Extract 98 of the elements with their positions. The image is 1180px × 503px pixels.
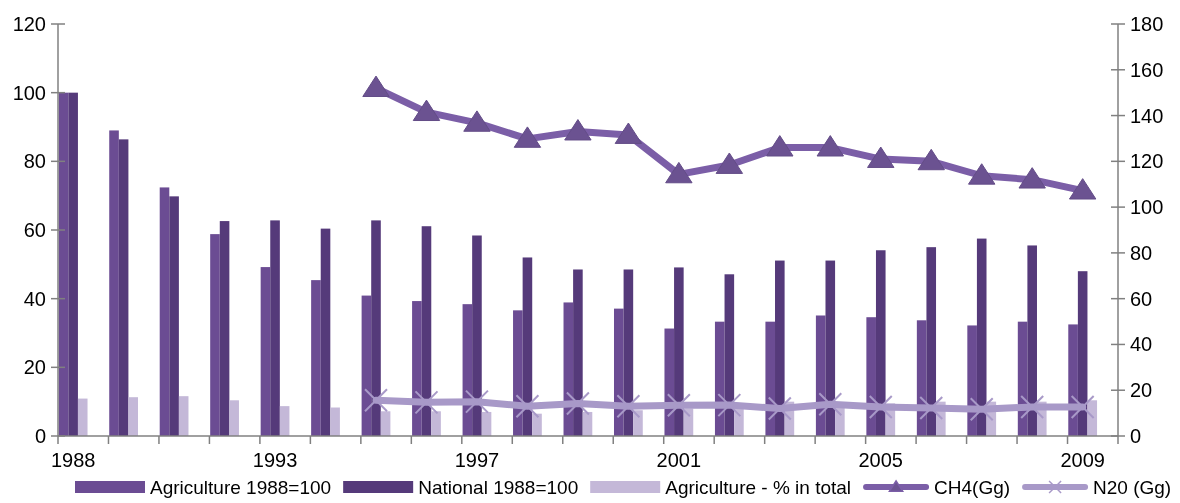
bar [320,228,331,436]
bar [674,267,684,436]
x-tick-label: 2009 [1060,449,1105,471]
bar [128,397,138,436]
point [515,394,540,419]
y-tick-label: 20 [23,356,46,379]
y2-tick-label: 20 [1130,379,1153,402]
bar [976,238,987,436]
bar [532,413,542,436]
y-tick-label: 40 [23,287,46,310]
bar [1027,245,1037,436]
point [464,389,489,414]
point [362,75,390,97]
point [414,390,439,415]
bar [229,400,239,436]
bar [279,406,290,436]
bar [1087,400,1098,436]
y-tick-label: 0 [34,425,46,447]
point [868,394,893,419]
point [412,99,441,122]
point [1018,167,1046,189]
x-tick-label: 1993 [252,449,298,471]
bar [412,301,422,436]
point [614,122,643,144]
y2-tick-label: 120 [1130,150,1164,173]
bar [361,295,372,436]
x-tick-label: 1997 [454,449,500,471]
bar [68,92,78,436]
y2-tick-label: 60 [1130,287,1153,310]
bar [513,310,523,436]
bar [109,130,119,436]
bar [178,396,189,436]
bar [210,234,220,436]
point [917,148,945,171]
bar [421,226,432,436]
y2-tick-label: 80 [1130,241,1153,264]
y2-tick-label: 180 [1130,13,1164,35]
point [867,146,895,168]
bar [311,280,321,436]
bar [825,260,836,436]
bar [169,196,179,436]
bar [926,247,937,436]
point [715,152,744,174]
bar [573,269,583,436]
point [767,396,792,421]
bar [270,220,280,436]
point [969,397,994,422]
bar [967,325,977,436]
bar [875,250,886,436]
point [717,393,742,418]
point [364,388,388,413]
legend-label: Agriculture - % in total [665,477,852,498]
y-tick-label: 120 [12,13,46,35]
bar [431,411,441,436]
point [1020,394,1045,419]
bar [77,398,88,436]
point [665,161,693,184]
point [565,391,590,416]
bar [159,187,170,436]
bar [330,407,340,436]
bar [472,235,482,436]
point [666,393,691,418]
y-tick-label: 80 [23,150,46,173]
point [513,126,542,148]
legend-label: Agriculture 1988=100 [150,477,332,498]
legend-label: National 1988=100 [418,477,579,498]
y2-tick-label: 140 [1130,104,1164,127]
legend-label: CH4(Gg) [934,477,1011,498]
bar [775,260,785,436]
y2-tick-label: 0 [1130,425,1142,447]
point [463,110,491,132]
x-tick-label: 2001 [656,449,702,471]
point [1068,178,1097,200]
y-tick-label: 60 [23,219,46,241]
y2-tick-label: 40 [1130,333,1153,356]
bar [260,267,271,436]
bar [866,317,876,436]
x-tick-label: 1988 [50,449,96,471]
y2-tick-label: 100 [1130,196,1164,219]
bar [633,410,643,436]
point [766,135,794,157]
bar [118,139,129,436]
point [816,135,844,157]
point [818,392,843,417]
point [1070,394,1095,419]
x-tick-label: 2005 [858,449,904,471]
point [564,119,592,141]
point [919,396,944,421]
bar [219,221,230,436]
bar [380,411,391,436]
y2-tick-label: 160 [1130,58,1164,81]
y-tick-label: 100 [12,81,46,104]
legend-label: N20 (Gg) [1093,477,1172,498]
bar [58,92,69,436]
point [616,394,641,419]
point [968,163,996,185]
bar [765,321,776,436]
bar [371,220,381,436]
